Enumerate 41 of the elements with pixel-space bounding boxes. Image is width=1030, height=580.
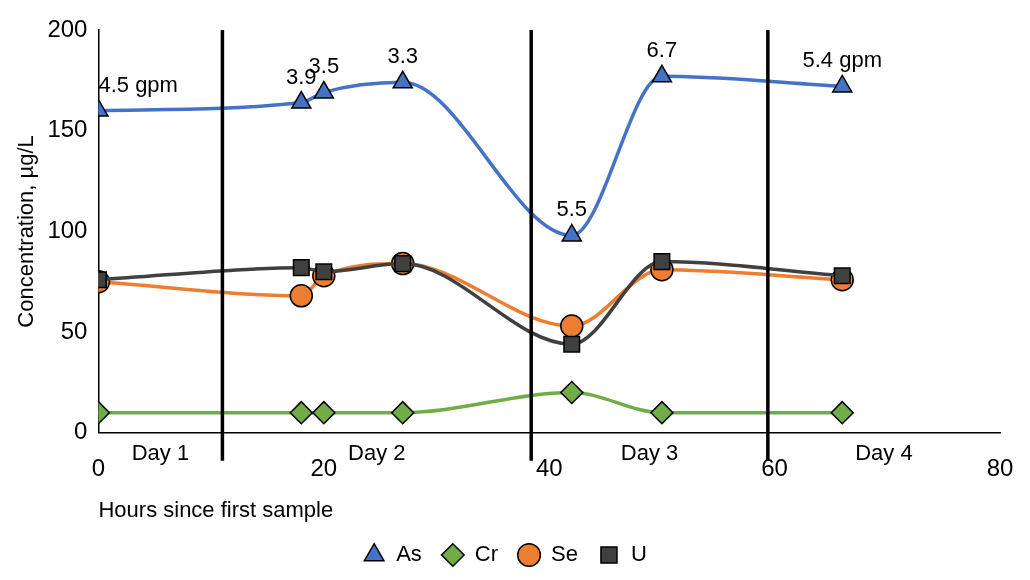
point: [292, 259, 310, 277]
x-tick-label: 0: [91, 453, 106, 481]
point: [291, 90, 312, 109]
y-tick-label: 50: [60, 316, 88, 344]
point: [560, 380, 584, 405]
y-tick-label: 100: [47, 216, 88, 244]
text: Day 1: [131, 439, 190, 465]
annotation: 3.3: [387, 43, 419, 69]
annotation: 4.5 gpm: [98, 71, 178, 97]
point: [289, 284, 314, 308]
x-tick-label: 20: [310, 453, 338, 481]
x-axis-title: Hours since first sample: [98, 496, 334, 522]
legend-label: Cr: [474, 541, 499, 567]
text: Day 2: [348, 439, 406, 465]
legend-label: As: [396, 541, 422, 567]
legend-label: Se: [551, 541, 578, 567]
point: [651, 64, 673, 83]
x-tick-label: 60: [761, 453, 788, 481]
y-axis-title: Concentration, µg/L: [13, 135, 39, 328]
point: [831, 74, 853, 93]
point: [392, 70, 413, 89]
point: [563, 335, 581, 353]
annotation: 5.5: [556, 196, 588, 222]
text: Day 4: [855, 439, 913, 465]
y-tick-label: 0: [74, 417, 88, 445]
y-tick-label: 150: [47, 115, 88, 143]
point: [560, 314, 584, 338]
point: [653, 253, 671, 271]
point: [830, 400, 854, 425]
text: Day 3: [620, 439, 679, 465]
y-tick-label: 200: [47, 14, 88, 42]
annotation: 6.7: [646, 37, 678, 63]
point: [312, 400, 336, 425]
x-tick-label: 80: [986, 453, 1014, 481]
point: [289, 400, 314, 425]
point: [561, 223, 583, 242]
point: [650, 400, 674, 425]
x-tick-label: 40: [535, 453, 563, 481]
annotation: 5.4 gpm: [802, 47, 882, 73]
legend-label: U: [630, 541, 647, 567]
point: [390, 400, 415, 425]
